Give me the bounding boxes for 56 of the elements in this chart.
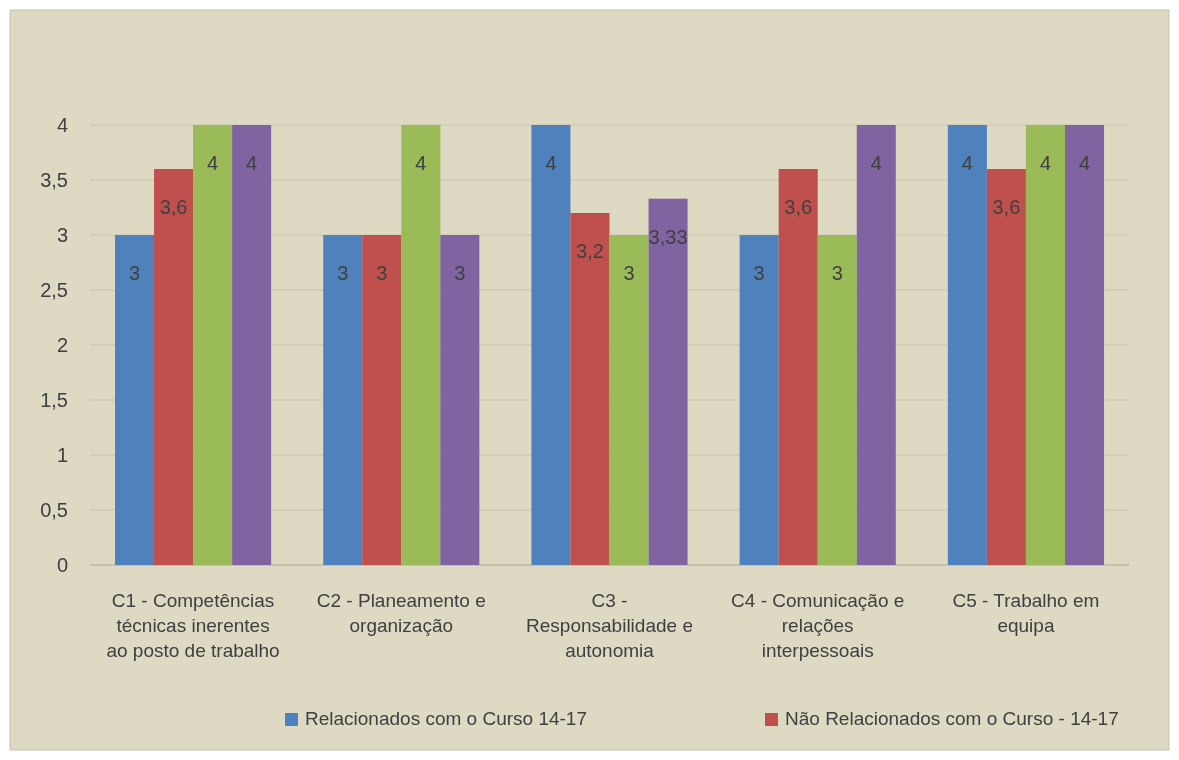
bar [154,169,194,565]
data-label: 4 [870,152,882,174]
y-tick-label: 2 [56,334,68,356]
bar [947,125,987,565]
y-tick-label: 3,5 [40,169,68,191]
bar [362,235,402,565]
x-tick-label: C3 - Responsabilidade e autonomia [526,590,693,661]
data-label: 3,6 [159,196,188,218]
data-label: 4 [415,152,427,174]
bar [440,235,480,565]
bar [856,125,896,565]
data-label: 4 [545,152,557,174]
bar [739,235,779,565]
bar [1064,125,1105,565]
x-tick-label: C1 - Competências técnicas inerentes ao posto de trabalho [106,590,280,661]
y-tick-label: 0,5 [40,499,68,521]
y-tick-label: 2,5 [40,279,68,301]
data-label: 3 [376,262,388,284]
legend-label: Relacionados com o Curso 14-17 [305,708,587,729]
data-label: 3 [128,262,141,284]
y-tick-label: 3 [56,224,68,246]
data-label: 3,6 [784,196,813,218]
y-tick-label: 0 [56,554,68,576]
y-tick-label: 4 [56,114,68,136]
data-label: 3,33 [648,225,688,248]
bar [114,235,155,565]
bar [531,125,571,565]
data-label: 3 [337,262,349,284]
data-label: 4 [246,152,258,174]
data-label: 3 [753,262,765,284]
bar [778,169,818,565]
bar [401,125,441,565]
data-label: 3 [831,262,843,284]
data-label: 4 [961,152,973,174]
bar [1025,125,1065,565]
bar [570,213,610,565]
y-tick-label: 1 [56,444,68,466]
bar [609,235,649,565]
bar [648,198,688,565]
data-label: 3,6 [992,196,1021,218]
data-label: 3 [454,262,466,284]
bar [193,125,233,565]
x-tick-label: C4 - Comunicação e relações interpessoais [731,590,905,661]
bar [986,169,1026,565]
legend-label: Não Relacionados com o Curso - 14-17 [785,708,1119,729]
bar [817,235,857,565]
bar [232,125,272,565]
data-label: 4 [1039,152,1052,174]
x-tick-label: C5 - Trabalho em equipa [952,590,1100,636]
data-label: 4 [1078,152,1091,174]
data-label: 4 [207,152,219,174]
bar [323,235,363,565]
x-tick-label: C2 - Planeamento e organização [316,590,486,636]
data-label: 3 [623,262,635,284]
y-tick-label: 1,5 [40,389,68,411]
data-label: 3,2 [576,240,604,262]
